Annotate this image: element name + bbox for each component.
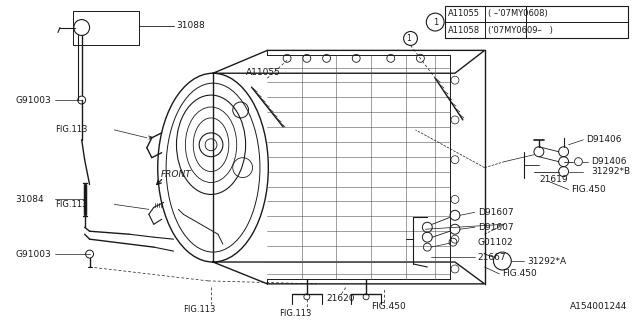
- Text: 31292*B: 31292*B: [591, 167, 630, 176]
- Text: A11058: A11058: [448, 26, 480, 35]
- Text: G01102: G01102: [477, 238, 513, 247]
- Bar: [445, 6, 628, 38]
- Text: FIG.113: FIG.113: [55, 125, 88, 134]
- Text: 31088: 31088: [177, 21, 205, 30]
- Text: FIG.113: FIG.113: [279, 309, 312, 318]
- Text: FIG.113: FIG.113: [184, 305, 216, 314]
- Text: FIG.113: FIG.113: [55, 200, 88, 209]
- Text: D91607: D91607: [477, 208, 513, 217]
- Text: 31084: 31084: [15, 195, 44, 204]
- Text: FIG.450: FIG.450: [371, 302, 406, 311]
- Text: A154001244: A154001244: [570, 302, 628, 311]
- Text: A11055: A11055: [246, 68, 280, 77]
- Text: D91406: D91406: [591, 157, 627, 166]
- Text: D91406: D91406: [586, 135, 622, 144]
- Text: 21667: 21667: [477, 252, 506, 261]
- Text: 21619: 21619: [539, 175, 568, 184]
- Text: G91003: G91003: [15, 96, 51, 105]
- Text: 31292*A: 31292*A: [527, 257, 566, 266]
- Text: G91003: G91003: [15, 250, 51, 259]
- Text: 21620: 21620: [326, 294, 355, 303]
- Text: ('07MY0609–   ): ('07MY0609– ): [488, 26, 552, 35]
- Text: 1: 1: [406, 34, 411, 43]
- Text: 1: 1: [433, 18, 438, 27]
- Text: A11055: A11055: [448, 9, 480, 18]
- Text: FRONT: FRONT: [161, 170, 191, 179]
- Text: ( –'07MY0608): ( –'07MY0608): [488, 9, 547, 18]
- Text: FIG.450: FIG.450: [572, 185, 606, 194]
- Text: FIG.450: FIG.450: [502, 269, 537, 278]
- Text: D91607: D91607: [477, 223, 513, 232]
